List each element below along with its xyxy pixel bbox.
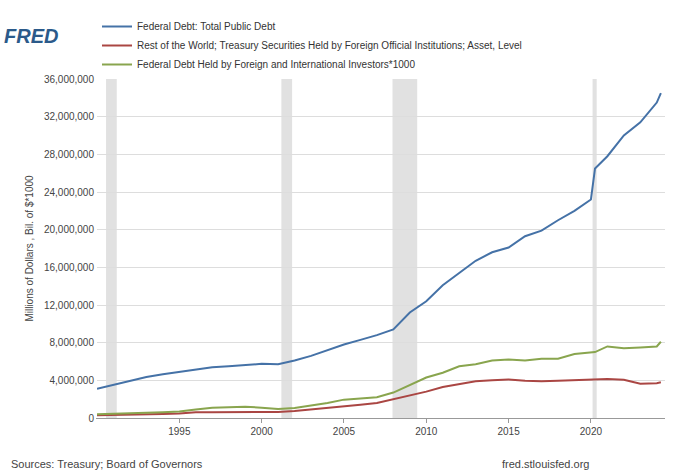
svg-text:12,000,000: 12,000,000 xyxy=(44,300,94,311)
svg-text:24,000,000: 24,000,000 xyxy=(44,187,94,198)
svg-text:28,000,000: 28,000,000 xyxy=(44,149,94,160)
svg-text:20,000,000: 20,000,000 xyxy=(44,224,94,235)
svg-text:2000: 2000 xyxy=(251,426,274,437)
svg-text:4,000,000: 4,000,000 xyxy=(50,375,95,386)
svg-text:2015: 2015 xyxy=(497,426,520,437)
svg-text:0: 0 xyxy=(88,413,94,424)
svg-text:Federal Debt: Total Public Deb: Federal Debt: Total Public Debt xyxy=(137,21,275,32)
svg-text:1995: 1995 xyxy=(168,426,191,437)
svg-text:Federal Debt Held by Foreign a: Federal Debt Held by Foreign and Interna… xyxy=(137,59,415,70)
svg-text:FRED: FRED xyxy=(4,25,58,47)
svg-text:fred.stlouisfed.org: fred.stlouisfed.org xyxy=(502,458,589,470)
svg-text:8,000,000: 8,000,000 xyxy=(50,337,95,348)
svg-text:32,000,000: 32,000,000 xyxy=(44,111,94,122)
svg-text:Sources: Treasury; Board of Go: Sources: Treasury; Board of Governors xyxy=(11,458,203,470)
svg-text:Rest of the World; Treasury Se: Rest of the World; Treasury Securities H… xyxy=(137,40,522,51)
svg-text:36,000,000: 36,000,000 xyxy=(44,74,94,85)
svg-text:2020: 2020 xyxy=(580,426,603,437)
svg-text:2005: 2005 xyxy=(333,426,356,437)
svg-text:16,000,000: 16,000,000 xyxy=(44,262,94,273)
svg-text:Millions of Dollars , Bil. of: Millions of Dollars , Bil. of $*1000 xyxy=(24,175,35,322)
svg-text:2010: 2010 xyxy=(415,426,438,437)
